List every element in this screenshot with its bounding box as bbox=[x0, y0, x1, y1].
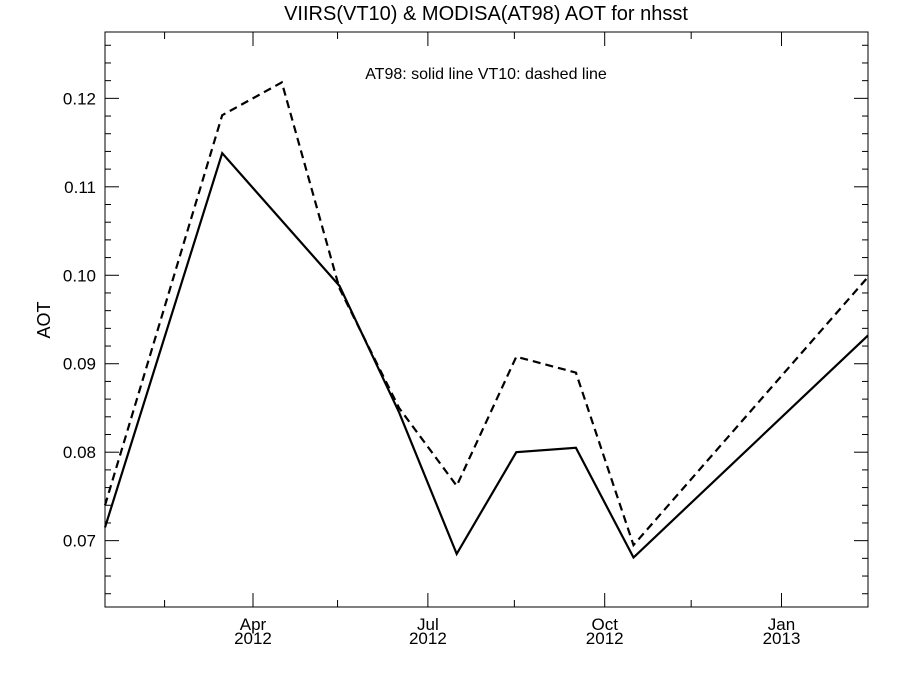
series-legend-annotation: AT98: solid line VT10: dashed line bbox=[365, 66, 607, 83]
chart-title: VIIRS(VT10) & MODISA(AT98) AOT for nhsst bbox=[284, 3, 688, 25]
y-tick-label: 0.09 bbox=[63, 355, 96, 374]
y-tick-label: 0.10 bbox=[63, 266, 96, 285]
x-tick-label-year: 2012 bbox=[586, 629, 624, 648]
y-axis-label: AOT bbox=[34, 301, 54, 338]
x-tick-label-month: Apr bbox=[240, 615, 267, 634]
y-tick-label: 0.07 bbox=[63, 532, 96, 551]
plot-frame bbox=[104, 31, 869, 608]
series-line-at98 bbox=[103, 151, 869, 560]
x-tick-label-year: 2012 bbox=[409, 629, 447, 648]
series-group bbox=[103, 80, 869, 560]
axis-ticks: 0.070.080.090.100.110.12Apr2012Jul2012Oc… bbox=[63, 32, 868, 648]
y-tick-label: 0.12 bbox=[63, 89, 96, 108]
series-line-vt10 bbox=[103, 80, 869, 548]
y-tick-label: 0.08 bbox=[63, 443, 96, 462]
x-tick-label-month: Oct bbox=[591, 615, 618, 634]
x-tick-label-year: 2013 bbox=[763, 629, 801, 648]
x-tick-label-month: Jul bbox=[417, 615, 439, 634]
y-tick-label: 0.11 bbox=[64, 178, 96, 197]
x-tick-label-month: Jan bbox=[768, 615, 795, 634]
x-tick-label-year: 2012 bbox=[234, 629, 272, 648]
